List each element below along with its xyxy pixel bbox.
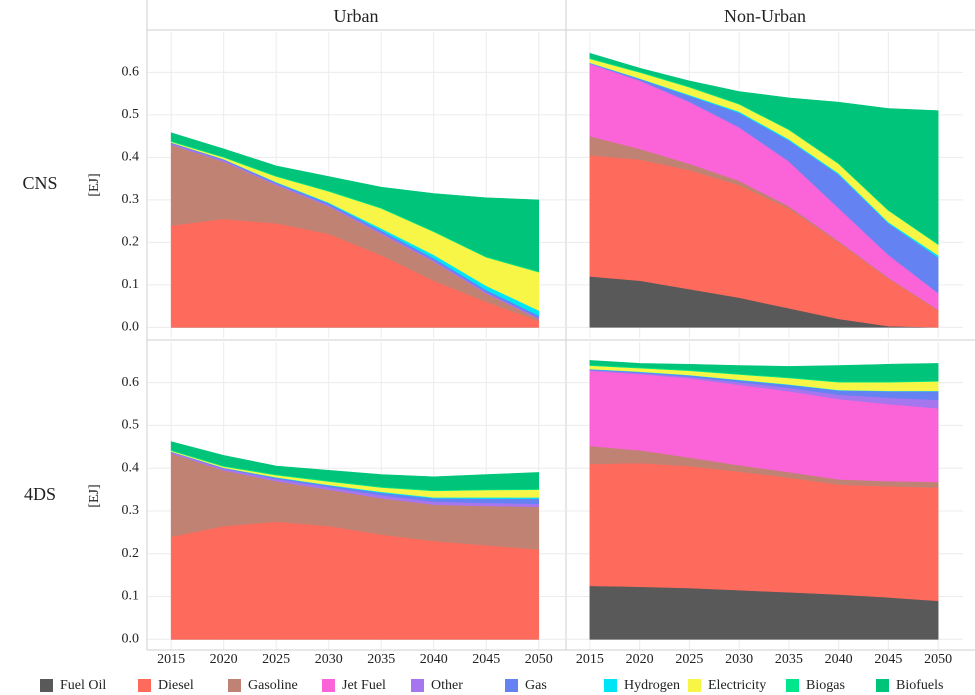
y-tick-label: 0.6: [122, 375, 140, 390]
legend-swatch: [786, 679, 799, 692]
legend-swatch: [322, 679, 335, 692]
area: [589, 52, 939, 245]
legend-swatch: [228, 679, 241, 692]
area: [170, 441, 540, 491]
legend-swatch: [604, 679, 617, 692]
legend-label: Electricity: [708, 678, 766, 693]
legend-label: Biogas: [806, 678, 845, 693]
legend-swatch: [138, 679, 151, 692]
legend-label: Fuel Oil: [60, 678, 106, 693]
y-tick-label: 0.1: [122, 589, 140, 604]
y-tick-label: 0.0: [122, 632, 140, 647]
y-axis-label: [EJ]: [87, 173, 102, 196]
y-tick-label: 0.2: [122, 235, 140, 250]
legend-label: Jet Fuel: [342, 678, 386, 693]
y-tick-label: 0.6: [122, 65, 140, 80]
row-label: CNS: [22, 173, 57, 193]
x-tick-label: 2015: [157, 652, 185, 667]
legend-label: Diesel: [158, 678, 194, 693]
legend-label: Hydrogen: [624, 678, 680, 693]
x-tick-label: 2020: [626, 652, 654, 667]
x-tick-label: 2025: [262, 652, 290, 667]
y-tick-label: 0.3: [122, 503, 140, 518]
x-tick-label: 2050: [525, 652, 553, 667]
y-tick-label: 0.0: [122, 320, 140, 335]
legend-label: Gas: [525, 678, 547, 693]
row-label: 4DS: [24, 484, 56, 504]
area: [589, 360, 939, 382]
frame: [146, 0, 975, 651]
legend-swatch: [876, 679, 889, 692]
x-tick-label: 2045: [874, 652, 902, 667]
x-tick-label: 2025: [675, 652, 703, 667]
legend-swatch: [505, 679, 518, 692]
x-tick-label: 2045: [472, 652, 500, 667]
legend-label: Other: [431, 678, 463, 693]
legend-swatch: [40, 679, 53, 692]
y-tick-label: 0.2: [122, 546, 140, 561]
x-tick-label: 2035: [775, 652, 803, 667]
x-tick-label: 2030: [725, 652, 753, 667]
y-tick-label: 0.5: [122, 418, 140, 433]
legend-swatch: [411, 679, 424, 692]
area: [170, 132, 540, 272]
legend-swatch: [688, 679, 701, 692]
x-tick-label: 2030: [315, 652, 343, 667]
x-tick-label: 2020: [210, 652, 238, 667]
legend-label: Biofuels: [896, 678, 943, 693]
y-tick-label: 0.1: [122, 277, 140, 292]
column-label: Non-Urban: [724, 6, 806, 26]
x-tick-label: 2040: [825, 652, 853, 667]
x-tick-label: 2035: [367, 652, 395, 667]
areas: [170, 52, 939, 640]
legend-label: Gasoline: [248, 678, 298, 693]
x-tick-label: 2015: [576, 652, 604, 667]
y-axis-label: [EJ]: [87, 484, 102, 507]
x-tick-label: 2040: [420, 652, 448, 667]
y-tick-label: 0.4: [122, 460, 140, 475]
y-tick-label: 0.4: [122, 150, 140, 165]
y-tick-label: 0.3: [122, 192, 140, 207]
x-tick-label: 2050: [924, 652, 952, 667]
y-tick-label: 0.5: [122, 107, 140, 122]
column-label: Urban: [334, 6, 379, 26]
